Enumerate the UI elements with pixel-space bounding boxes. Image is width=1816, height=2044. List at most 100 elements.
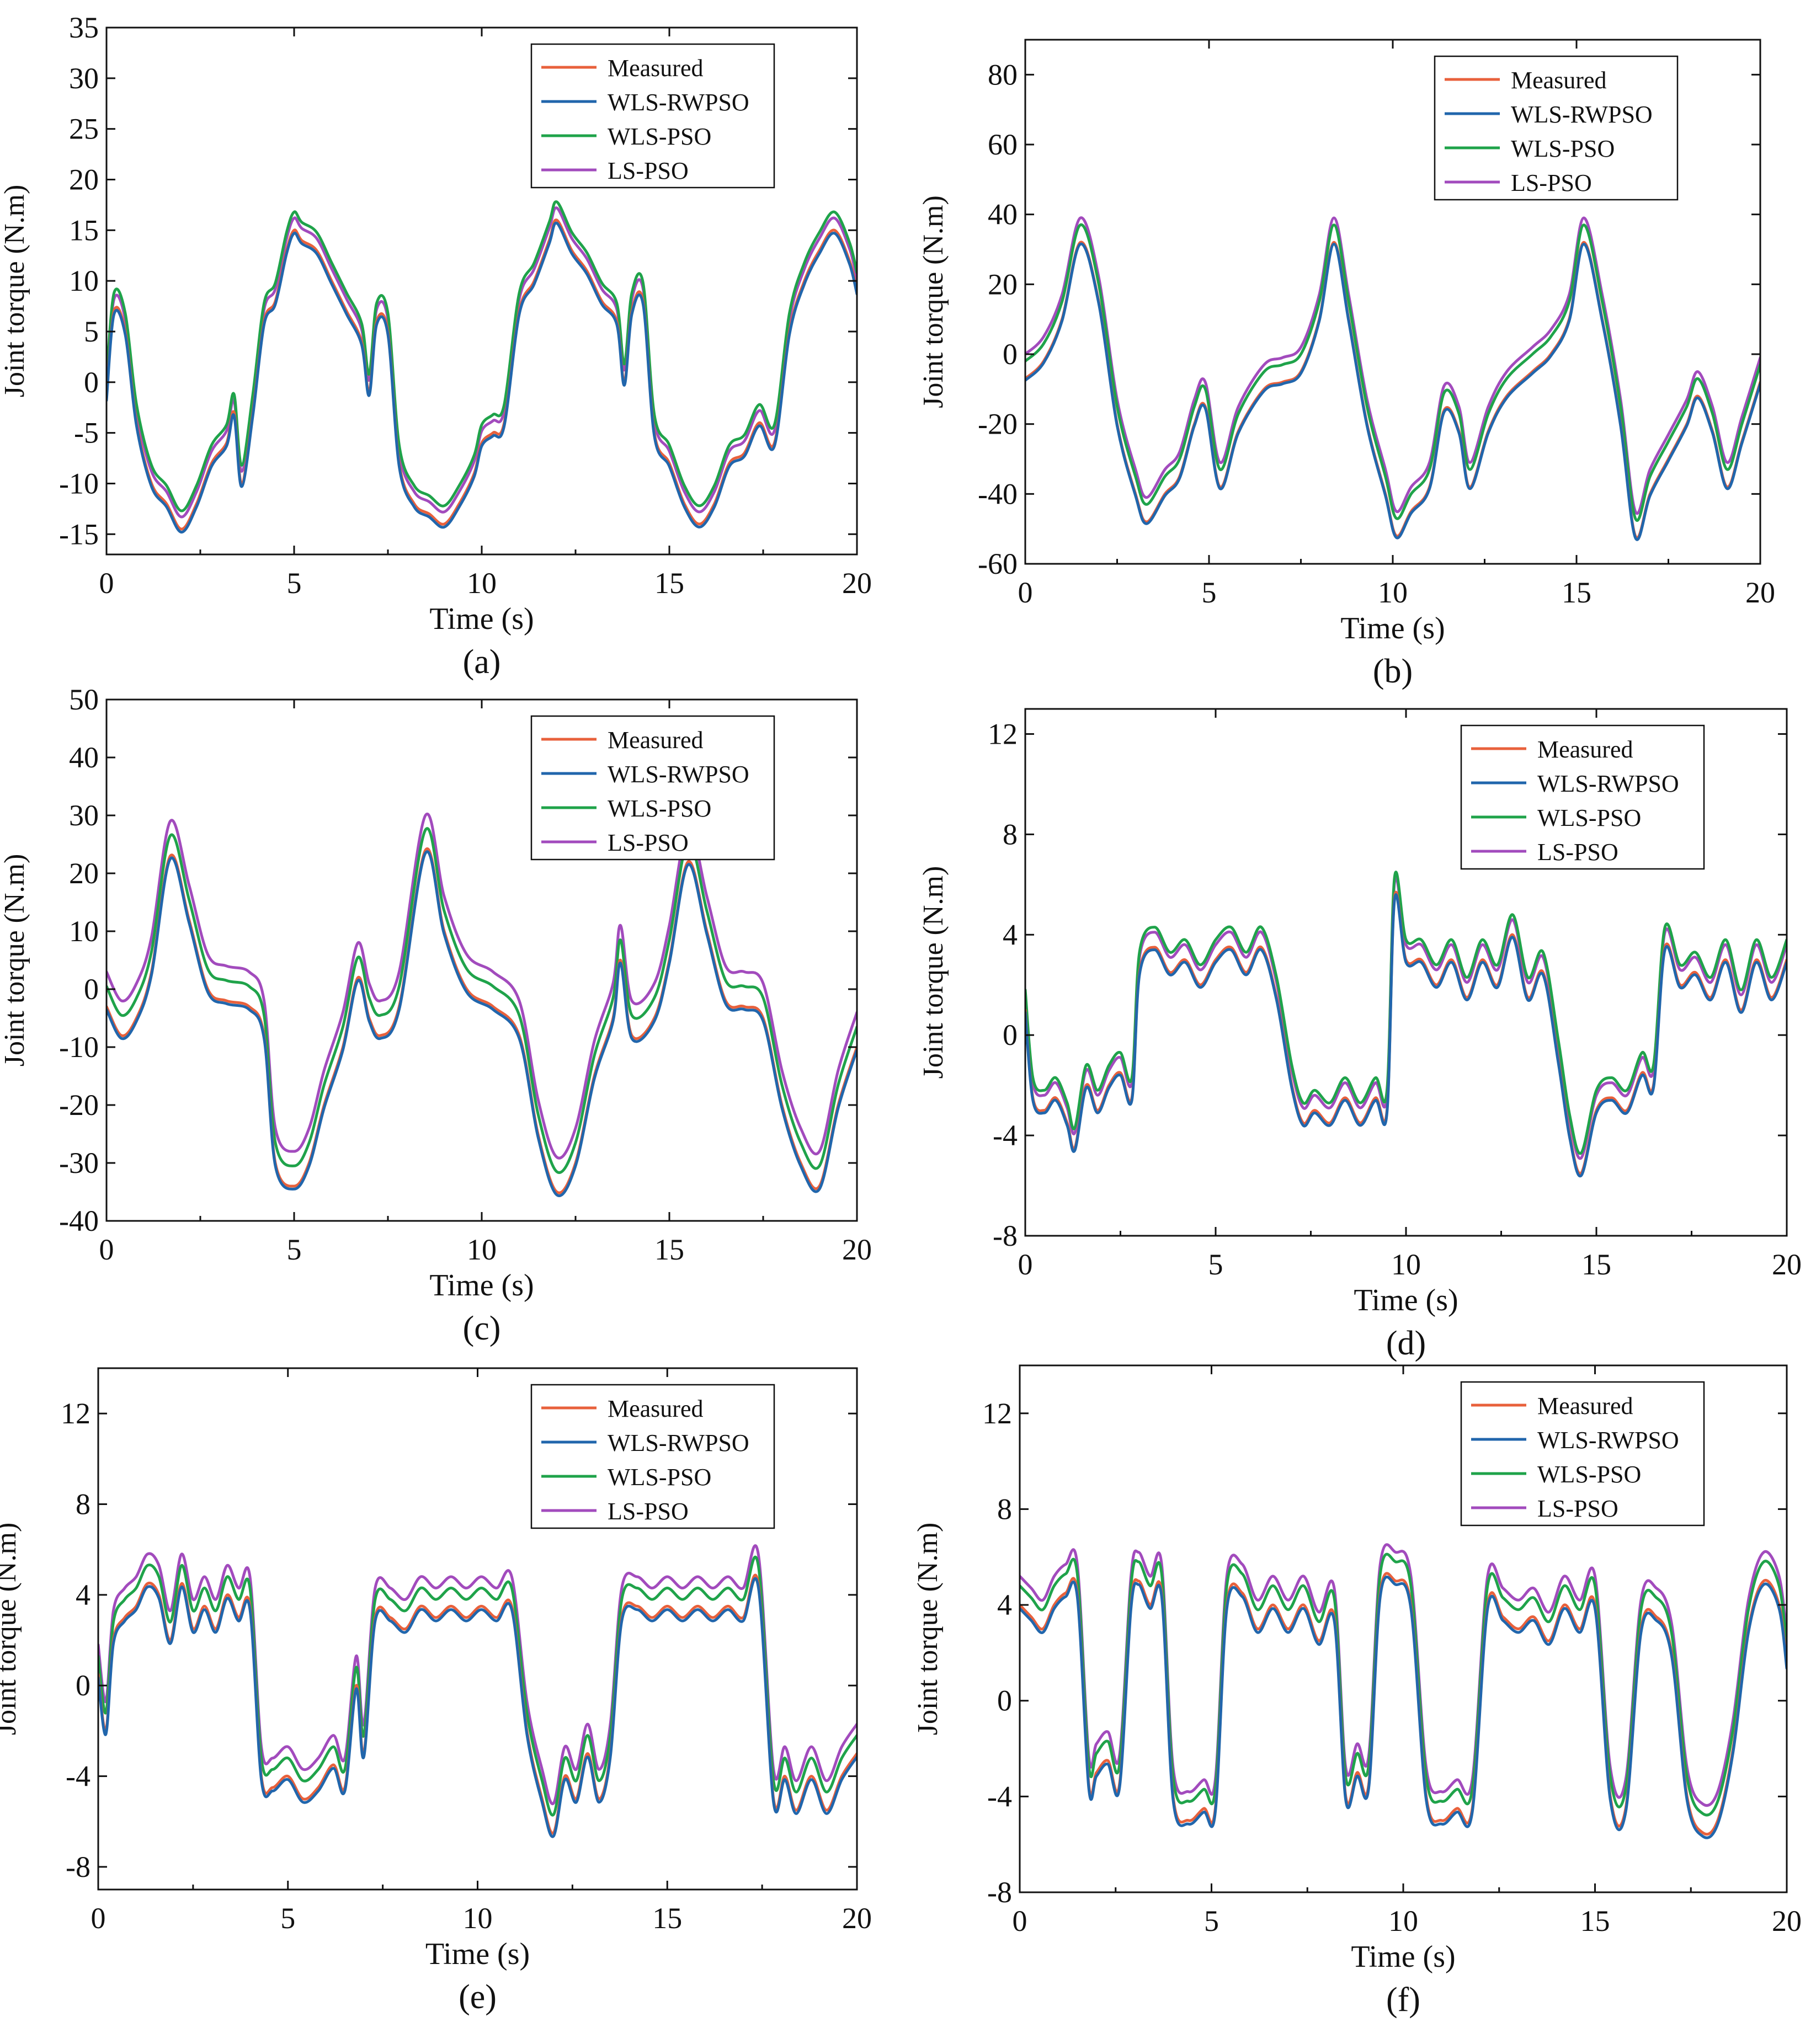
y-tick-label: -10 [59, 1031, 99, 1064]
legend-entry-wls-pso: WLS-PSO [608, 1464, 711, 1491]
legend-entry-wls-pso: WLS-PSO [1537, 804, 1641, 831]
chart-panel-4: 0 5 10 15 20 -8 -4 0 4 8 12 Time (s) Joint torque (N… [918, 708, 1802, 1362]
y-tick-label: -20 [59, 1088, 99, 1122]
legend-entry-ls-pso: LS-PSO [1537, 839, 1618, 866]
y-tick-label: -8 [993, 1219, 1018, 1252]
x-axis-label: Time (s) [1354, 1283, 1458, 1317]
x-tick-label: 0 [1018, 576, 1033, 609]
series-line-measured [106, 218, 857, 531]
series-line-wls-pso [98, 1555, 857, 1817]
x-tick-label: 20 [1772, 1248, 1802, 1281]
legend-entry-wls-rwpso: WLS-RWPSO [1537, 1427, 1679, 1454]
x-tick-label: 5 [1204, 1904, 1219, 1938]
y-tick-label: 20 [69, 163, 99, 196]
y-tick-label: 0 [84, 973, 99, 1006]
x-tick-label: 15 [1581, 1248, 1611, 1281]
y-tick-label: -60 [978, 547, 1018, 580]
legend-entry-wls-pso: WLS-PSO [1537, 1461, 1641, 1488]
y-axis-label: Joint torque (N.m) [912, 1523, 944, 1736]
panel-label: (d) [1386, 1325, 1426, 1362]
y-axis-label: Joint torque (N.m) [0, 854, 30, 1067]
y-tick-label: 40 [69, 741, 99, 774]
x-axis-label: Time (s) [425, 1937, 530, 1971]
y-tick-label: 10 [69, 264, 99, 297]
y-tick-label: 12 [982, 1397, 1012, 1430]
series-line-wls-pso [106, 827, 857, 1174]
y-tick-label: 30 [69, 62, 99, 95]
y-tick-label: -10 [59, 467, 99, 500]
x-axis-label: Time (s) [1351, 1940, 1455, 1974]
x-tick-label: 0 [99, 1233, 114, 1266]
y-tick-label: 35 [69, 11, 99, 44]
series-line-ls-pso [106, 206, 857, 519]
panel-label: (f) [1386, 1981, 1420, 2019]
y-tick-label: -15 [59, 517, 99, 551]
x-axis-label: Time (s) [429, 602, 534, 636]
legend-entry-wls-pso: WLS-PSO [608, 795, 711, 822]
series-line-ls-pso [1025, 876, 1787, 1160]
x-tick-label: 20 [1745, 576, 1775, 609]
legend-entry-measured: Measured [1511, 67, 1607, 94]
y-axis-label: Joint torque (N.m) [918, 866, 949, 1079]
legend-entry-wls-rwpso: WLS-RWPSO [608, 761, 749, 788]
legend: Measured WLS-RWPSO WLS-PSO LS-PSO [1460, 724, 1705, 870]
series-line-wls-rwpso [1020, 1575, 1787, 1839]
legend-entry-ls-pso: LS-PSO [608, 829, 689, 856]
series-group [1020, 1543, 1787, 1839]
series-line-measured [1020, 1572, 1787, 1836]
x-tick-label: 15 [1580, 1904, 1610, 1938]
legend: Measured WLS-RWPSO WLS-PSO LS-PSO [530, 43, 775, 189]
chart-panel-3: 0 5 10 15 20 -40 -30 -20 -10 0 10 20 30 40 50 Time (s) J… [0, 683, 872, 1347]
series-line-measured [98, 1573, 857, 1835]
chart-panel-2: 0 5 10 15 20 -60 -40 -20 0 20 40 60 80 Time (s) Joint … [918, 39, 1775, 690]
legend-entry-wls-rwpso: WLS-RWPSO [608, 1429, 749, 1456]
x-tick-label: 20 [842, 1902, 872, 1935]
y-tick-label: 10 [69, 915, 99, 948]
legend-entry-wls-rwpso: WLS-RWPSO [1537, 770, 1679, 797]
y-tick-label: -4 [66, 1760, 90, 1793]
y-tick-label: 12 [61, 1397, 90, 1430]
panel-label: (b) [1373, 653, 1413, 690]
x-tick-label: 10 [463, 1902, 493, 1935]
y-tick-label: 12 [988, 717, 1018, 750]
y-tick-label: 0 [997, 1684, 1012, 1717]
x-tick-label: 10 [467, 567, 497, 600]
y-tick-label: 20 [69, 857, 99, 890]
legend-entry-wls-rwpso: WLS-RWPSO [1511, 101, 1653, 128]
y-tick-label: 5 [84, 315, 99, 348]
panel-label: (c) [463, 1310, 501, 1347]
y-tick-label: 15 [69, 214, 99, 247]
series-line-measured [106, 847, 857, 1194]
y-tick-label: -5 [74, 417, 99, 450]
x-tick-label: 0 [1018, 1248, 1033, 1281]
series-line-wls-rwpso [1025, 893, 1787, 1178]
legend: Measured WLS-RWPSO WLS-PSO LS-PSO [530, 715, 775, 861]
y-tick-label: 4 [76, 1578, 90, 1611]
chart-panel-1: 0 5 10 15 20 -15 -10 -5 0 5 10 15 20 25 30 35 Time (s) Jo… [0, 11, 872, 681]
series-group [1025, 871, 1787, 1178]
x-tick-label: 5 [287, 567, 302, 600]
y-axis-label: Joint torque (N.m) [0, 1523, 22, 1736]
legend-entry-measured: Measured [1537, 736, 1633, 763]
y-tick-label: -8 [987, 1876, 1012, 1909]
legend-entry-ls-pso: LS-PSO [1511, 169, 1592, 196]
legend-entry-measured: Measured [608, 1395, 704, 1422]
x-tick-label: 0 [1013, 1904, 1027, 1938]
x-tick-label: 10 [1378, 576, 1408, 609]
legend-entry-wls-pso: WLS-PSO [1511, 135, 1615, 162]
y-tick-label: 30 [69, 799, 99, 832]
x-axis-label: Time (s) [1340, 611, 1445, 645]
series-line-wls-pso [1025, 871, 1787, 1155]
y-tick-label: -8 [66, 1850, 90, 1883]
series-group [1025, 216, 1760, 541]
y-tick-label: 4 [997, 1588, 1012, 1621]
y-tick-label: -30 [59, 1146, 99, 1180]
series-line-wls-pso [1025, 223, 1760, 522]
series-line-wls-rwpso [106, 221, 857, 534]
series-line-ls-pso [106, 812, 857, 1160]
legend-entry-ls-pso: LS-PSO [608, 1498, 689, 1525]
x-tick-label: 10 [1391, 1248, 1421, 1281]
x-tick-label: 20 [842, 567, 872, 600]
y-tick-label: 20 [988, 268, 1018, 301]
